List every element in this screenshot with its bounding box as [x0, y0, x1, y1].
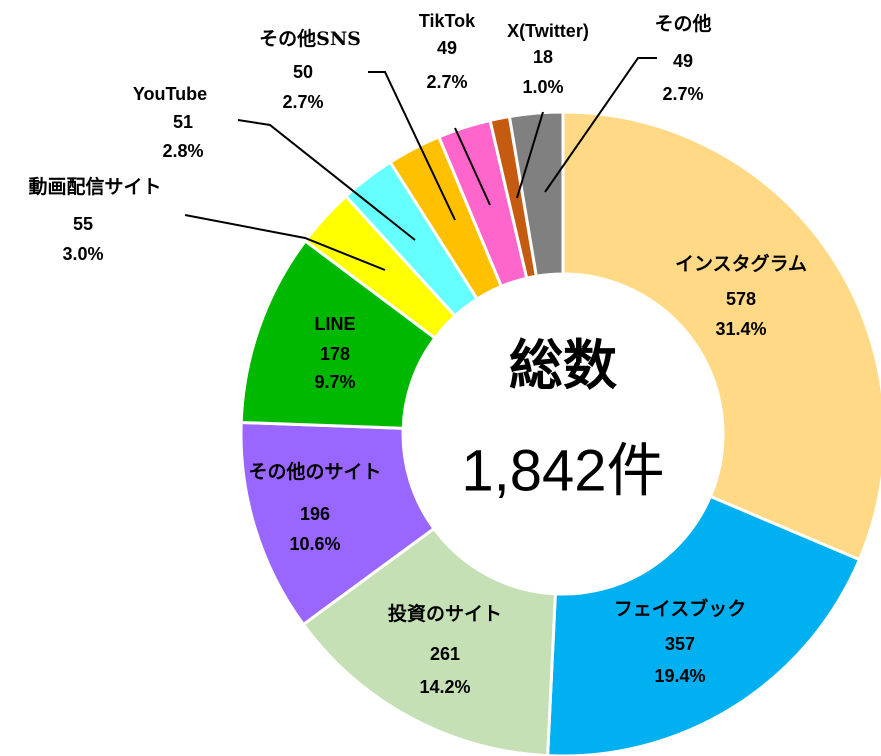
- percentage-label: 14.2%: [419, 677, 470, 697]
- slice: [561, 110, 881, 562]
- percentage-label: 2.8%: [162, 141, 203, 161]
- value-label: 49: [673, 51, 693, 71]
- slice-name: 投資のサイト: [388, 602, 502, 625]
- percentage-label: 3.0%: [62, 244, 103, 264]
- value-label: 357: [665, 634, 695, 654]
- leader-line: [368, 71, 456, 221]
- value-label: 55: [73, 214, 93, 234]
- value-label: 196: [300, 504, 330, 524]
- value-label: 261: [430, 644, 460, 664]
- percentage-label: 1.0%: [522, 77, 563, 97]
- slice-name: インスタグラム: [675, 252, 807, 275]
- leader-line: [544, 57, 657, 193]
- value-label: 50: [293, 62, 313, 82]
- slice-name: LINE: [314, 314, 355, 334]
- slice-name: YouTube: [133, 84, 207, 104]
- leader-line: [237, 119, 416, 241]
- leader-line: [184, 214, 386, 271]
- slice-name: X(Twitter): [507, 21, 589, 41]
- labels: インスタグラム 578 31.4% フェイスブック 357 19.4% 投資のサイト 261 1…: [28, 11, 807, 697]
- slice-name: その他のサイト: [248, 460, 381, 483]
- center-value: 1,842件: [461, 438, 664, 503]
- value-label: 178: [320, 344, 350, 364]
- percentage-label: 2.7%: [282, 92, 323, 112]
- leader-lines: [184, 57, 657, 271]
- center-label: 総数: [509, 333, 617, 397]
- slice-name: TikTok: [419, 11, 476, 31]
- leader-line: [516, 111, 544, 199]
- leader-line: [454, 127, 491, 206]
- slice-name: フェイスブック: [614, 597, 746, 620]
- value-label: 578: [726, 289, 756, 309]
- slice-name: その他SNS: [259, 27, 361, 50]
- percentage-label: 9.7%: [314, 372, 355, 392]
- slice-name: 動画配信サイト: [28, 175, 161, 198]
- slice: [507, 110, 565, 278]
- percentage-label: 31.4%: [715, 319, 766, 339]
- slice-name: その他: [654, 12, 711, 35]
- slices: [239, 110, 881, 756]
- percentage-label: 10.6%: [289, 534, 340, 554]
- value-label: 49: [437, 38, 457, 58]
- value-label: 51: [173, 112, 193, 132]
- value-label: 18: [533, 47, 553, 67]
- percentage-label: 19.4%: [654, 666, 705, 686]
- percentage-label: 2.7%: [662, 84, 703, 104]
- percentage-label: 2.7%: [426, 72, 467, 92]
- slice: [301, 526, 557, 756]
